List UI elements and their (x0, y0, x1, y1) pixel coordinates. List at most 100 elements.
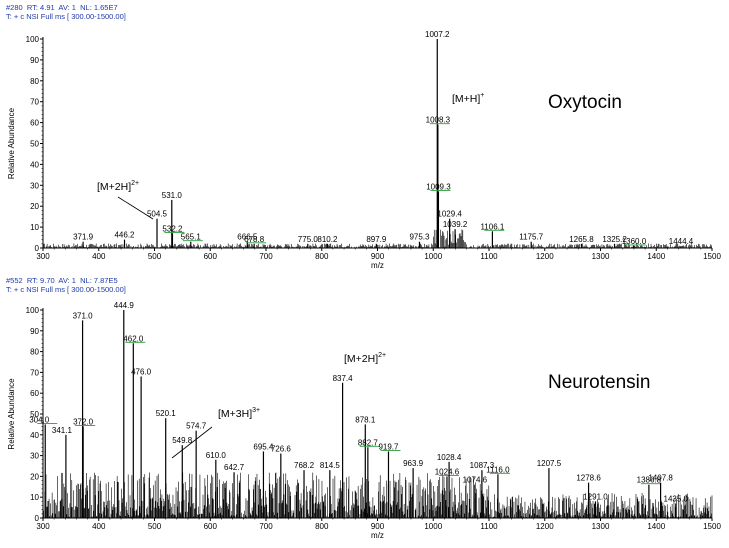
x-tick-label: 400 (92, 522, 106, 531)
peak-label: 532.2 (162, 224, 183, 233)
peak-label: 574.7 (186, 422, 207, 431)
y-tick-label: 70 (30, 98, 39, 107)
y-tick-label: 100 (26, 35, 40, 44)
compound-title: Neurotensin (548, 372, 650, 393)
x-tick-label: 1100 (480, 522, 498, 531)
peak-label: 695.4 (253, 442, 274, 451)
peak-label: 371.9 (73, 233, 94, 242)
scan-number: #552 (6, 276, 23, 285)
peak-label: 1007.2 (425, 30, 450, 39)
x-tick-label: 1400 (647, 252, 665, 261)
y-tick-label: 0 (35, 514, 40, 523)
y-tick-label: 80 (30, 77, 39, 86)
x-tick-label: 800 (315, 522, 329, 531)
y-tick-label: 60 (30, 389, 39, 398)
peak-label: 1207.5 (537, 459, 562, 468)
scan-filter-neurotensin: T: + c NSI Full ms [ 300.00-1500.00] (6, 285, 126, 294)
peak-label: 1444.4 (669, 237, 694, 246)
x-tick-label: 1200 (536, 252, 554, 261)
y-ticks: 0 10 20 30 40 50 60 70 80 90 100 (26, 35, 43, 253)
peak-label: 642.7 (224, 463, 245, 472)
peak-label: 476.0 (131, 368, 152, 377)
normalization-level: NL: 1.65E7 (80, 3, 118, 12)
peak-label: 610.0 (206, 451, 227, 460)
peak-label: 1407.8 (648, 474, 673, 483)
x-tick-label: 500 (148, 522, 162, 531)
peak-label: 775.0 (298, 235, 319, 244)
y-tick-label: 60 (30, 119, 39, 128)
peak-label: 1009.3 (426, 183, 451, 192)
peak-label: 1116.0 (486, 465, 510, 474)
peak-label: 444.9 (114, 301, 135, 310)
axes (42, 37, 712, 249)
peak-label: 1278.6 (576, 474, 601, 483)
compound-title: Oxytocin (548, 92, 622, 113)
noise-baseline (43, 472, 713, 518)
x-tick-label: 1500 (703, 252, 721, 261)
y-tick-label: 20 (30, 202, 39, 211)
x-tick-label: 500 (148, 252, 162, 261)
y-tick-label: 10 (30, 223, 39, 232)
x-tick-label: 1200 (536, 522, 554, 531)
peak-label: 1008.3 (426, 116, 451, 125)
peak-label: 666.5 (237, 233, 258, 242)
peak-label: 678.8 (244, 235, 265, 244)
x-tick-label: 700 (259, 522, 273, 531)
peak-label: 520.1 (156, 409, 177, 418)
y-tick-label: 30 (30, 181, 39, 190)
peak-label: 1360.0 (622, 237, 647, 246)
peak-label: 446.2 (114, 231, 135, 240)
y-tick-label: 30 (30, 452, 39, 461)
averaging: AV: 1 (58, 276, 76, 285)
annotation-leader-line (171, 426, 213, 459)
y-tick-label: 50 (30, 140, 39, 149)
peak-label: 1029.4 (437, 210, 462, 219)
peak-label: 462.0 (123, 334, 144, 343)
peak-label: 837.4 (333, 374, 354, 383)
x-tick-label: 1000 (424, 252, 442, 261)
peak-label: 1087.3 (470, 461, 495, 470)
y-axis-title: Relative Abundance (7, 378, 16, 450)
spectrum-header-oxytocin: #280 RT: 4.91 AV: 1 NL: 1.65E7 (6, 3, 118, 12)
peak-label: 1039.2 (443, 220, 468, 229)
peak-label: 1435.0 (664, 494, 689, 503)
peak-label: 963.9 (403, 459, 424, 468)
peak-label: 810.2 (317, 235, 338, 244)
y-tick-label: 80 (30, 348, 39, 357)
peak-label: 1386.8 (637, 476, 662, 485)
y-tick-label: 40 (30, 160, 39, 169)
peak-label: 531.0 (162, 191, 183, 200)
x-ticks: 300 400 500 600 700 800 900 1000 1100 1200 1300 140… (36, 248, 721, 261)
peak-label: 372.0 (73, 417, 94, 426)
ion-annotation: [M+3H]3+ (218, 407, 260, 420)
scan-number: #280 (6, 3, 23, 12)
peak-label: 1175.7 (519, 233, 543, 242)
y-tick-label: 10 (30, 493, 39, 502)
y-tick-label: 50 (30, 410, 39, 419)
x-tick-label: 1100 (480, 252, 498, 261)
y-axis-title: Relative Abundance (7, 107, 16, 179)
y-tick-label: 40 (30, 431, 39, 440)
y-tick-label: 90 (30, 327, 39, 336)
x-tick-label: 900 (371, 522, 385, 531)
y-ticks: 0 10 20 30 40 50 60 70 80 90 100 (26, 306, 43, 523)
ion-annotation: [M+2H]2+ (97, 180, 139, 193)
x-tick-label: 900 (371, 252, 385, 261)
x-tick-label: 300 (36, 252, 50, 261)
ion-annotation: [M+2H]2+ (344, 352, 386, 365)
x-axis-title: m/z (371, 261, 384, 270)
x-ticks: 300 400 500 600 700 800 900 1000 1100 1200 1300 140… (36, 518, 721, 531)
retention-time: RT: 9.70 (26, 276, 55, 285)
x-tick-label: 700 (259, 252, 273, 261)
x-tick-label: 600 (204, 252, 218, 261)
spectrum-header-neurotensin: #552 RT: 9.70 AV: 1 NL: 7.87E5 (6, 276, 118, 285)
peak-label: 1028.4 (437, 453, 462, 462)
peak-label: 341.1 (52, 426, 73, 435)
peak-label: 768.2 (294, 461, 315, 470)
y-tick-label: 100 (26, 306, 40, 315)
x-tick-label: 1400 (647, 522, 665, 531)
x-tick-label: 800 (315, 252, 329, 261)
peak-label: 726.6 (271, 445, 292, 454)
